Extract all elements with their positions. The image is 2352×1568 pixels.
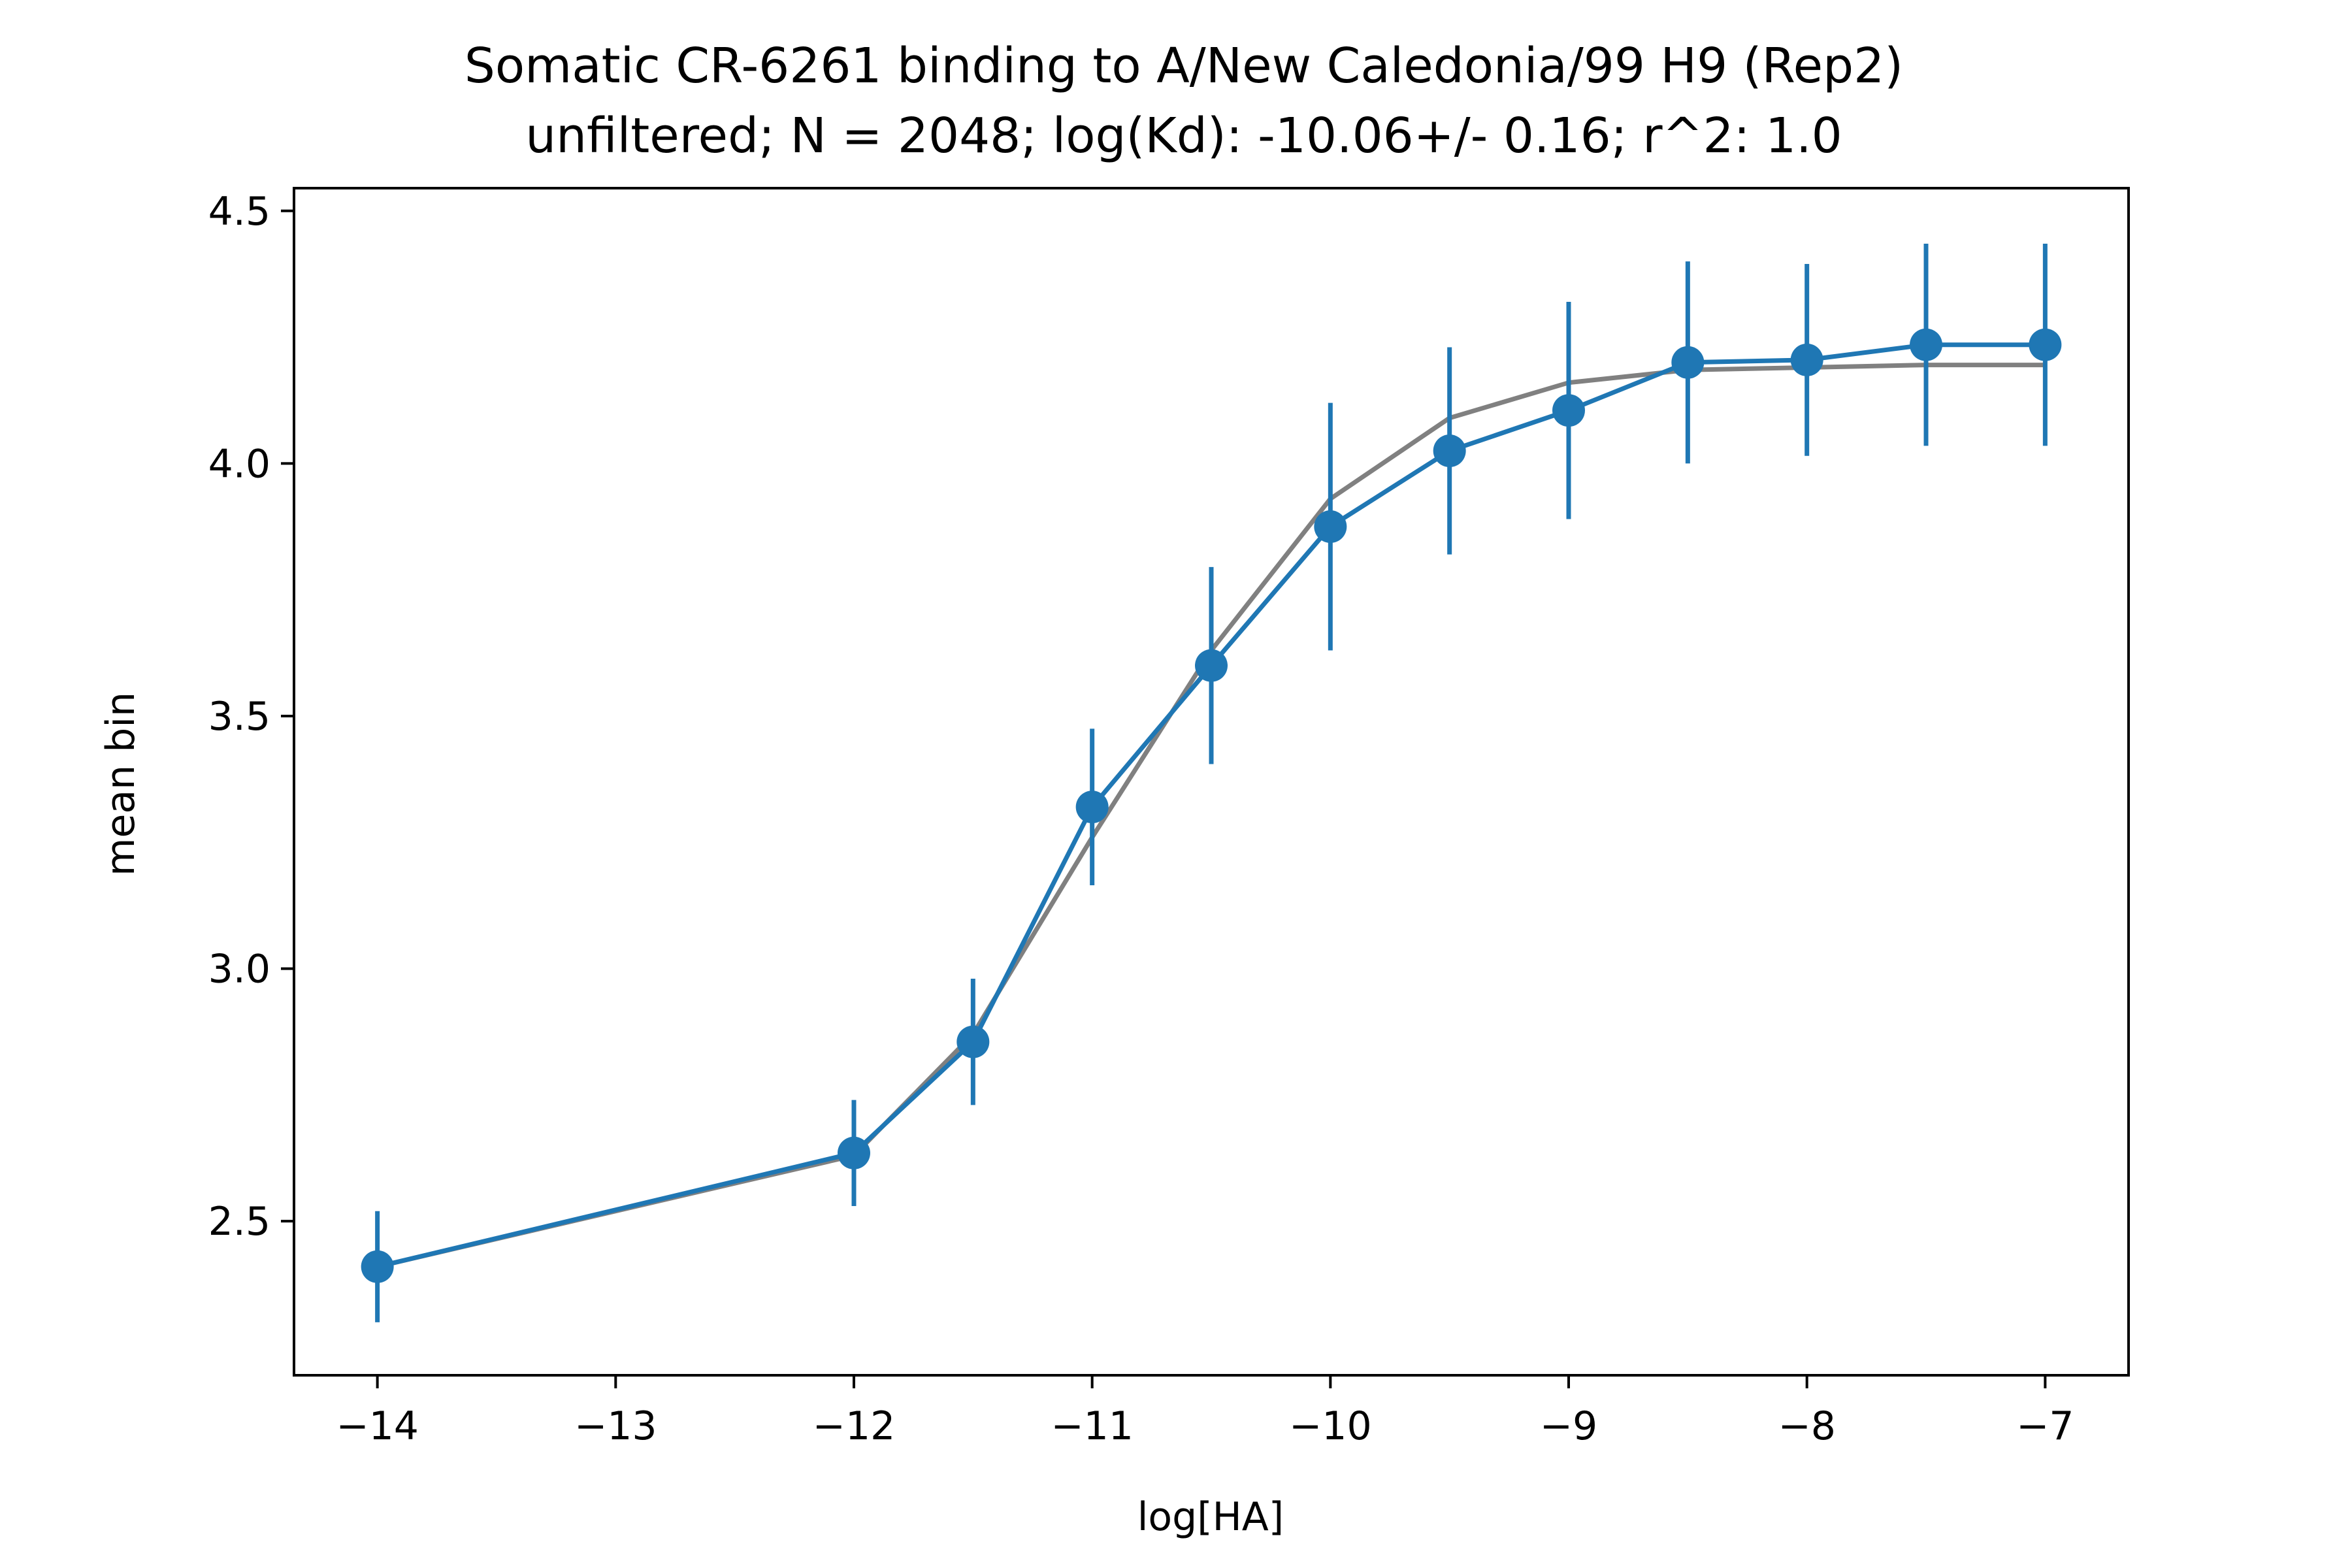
y-tick-label: 3.0 xyxy=(208,947,270,992)
chart-subtitle: unfiltered; N = 2048; log(Kd): -10.06+/-… xyxy=(525,108,1842,164)
x-tick-label: −7 xyxy=(2016,1403,2074,1449)
x-tick-label: −8 xyxy=(1778,1403,1835,1449)
x-axis: −14 −13 −12 −11 −10 −9 −8 −7 xyxy=(336,1375,2074,1449)
data-point xyxy=(1433,434,1466,468)
y-tick-label: 3.5 xyxy=(208,694,270,740)
data-line xyxy=(376,342,2046,1269)
x-axis-label: log[HA] xyxy=(1137,1494,1284,1540)
y-axis-label: mean bin xyxy=(98,692,144,876)
x-tick-label: −11 xyxy=(1051,1403,1134,1449)
data-point xyxy=(956,1025,990,1058)
y-tick-label: 4.0 xyxy=(208,441,270,487)
x-tick-label: −9 xyxy=(1540,1403,1597,1449)
data-point xyxy=(1910,328,1943,361)
chart-title: Somatic CR-6261 binding to A/New Caledon… xyxy=(465,38,1903,94)
x-tick-label: −14 xyxy=(336,1403,419,1449)
data-point xyxy=(1314,510,1347,544)
data-point xyxy=(837,1136,870,1169)
axes-frame xyxy=(293,187,2130,1377)
plot-area xyxy=(361,244,2062,1322)
y-tick-label: 4.5 xyxy=(208,189,270,235)
fit-line xyxy=(376,363,2046,1269)
y-tick-label: 2.5 xyxy=(208,1199,270,1245)
x-tick-label: −13 xyxy=(574,1403,657,1449)
data-point xyxy=(1671,346,1705,379)
data-point xyxy=(361,1250,394,1283)
data-point xyxy=(1075,791,1109,824)
data-point xyxy=(2029,328,2062,361)
x-tick-label: −12 xyxy=(813,1403,896,1449)
data-point xyxy=(1552,394,1586,427)
data-point xyxy=(1790,343,1823,376)
x-tick-label: −10 xyxy=(1289,1403,1372,1449)
y-axis: 2.5 3.0 3.5 4.0 4.5 xyxy=(208,189,294,1245)
data-point xyxy=(1195,649,1228,682)
